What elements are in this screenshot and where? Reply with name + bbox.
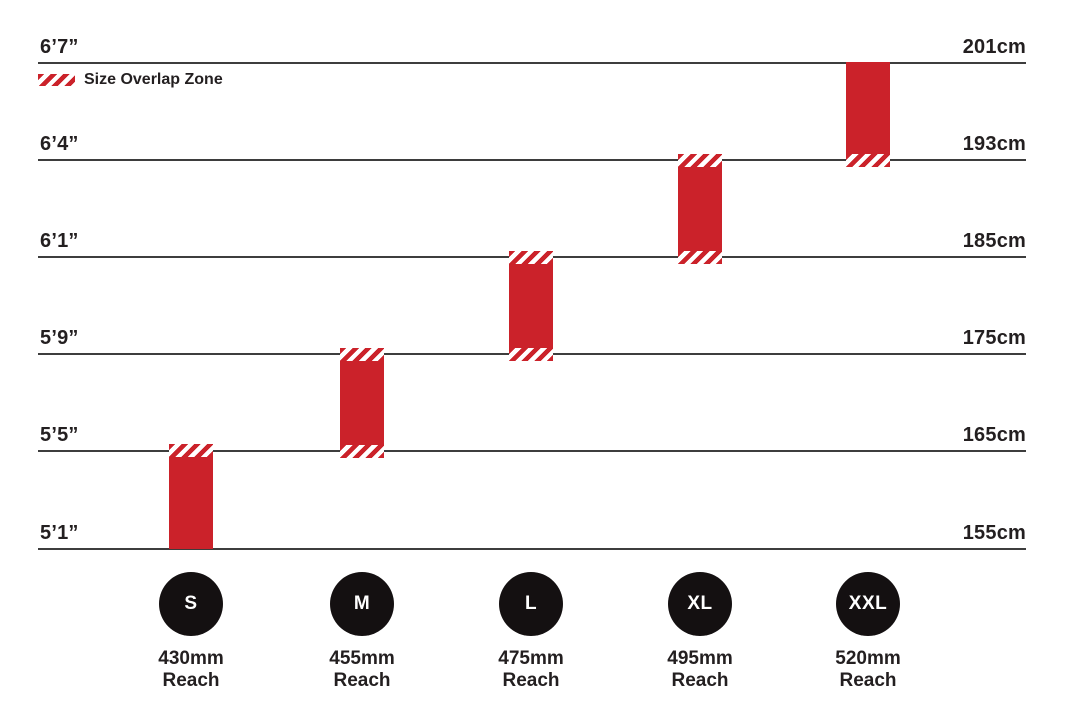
overlap-zone-bottom <box>340 445 384 458</box>
size-range-solid <box>678 167 722 251</box>
reach-word: Reach <box>502 669 560 691</box>
gridline-165cm <box>38 450 1026 452</box>
legend-label: Size Overlap Zone <box>84 71 223 88</box>
reach-label: 495mm Reach <box>640 648 760 692</box>
reach-label: 455mm Reach <box>302 648 422 692</box>
overlap-zone-bottom <box>678 251 722 264</box>
tick-label-imperial: 6’1” <box>40 230 79 252</box>
bar-size-m <box>340 348 384 458</box>
size-column-m: M 455mm Reach <box>302 572 422 692</box>
bar-size-xxl <box>846 62 890 167</box>
size-badge: M <box>330 572 394 636</box>
overlap-hatch-swatch-icon <box>38 74 75 86</box>
tick-label-metric: 165cm <box>962 424 1026 446</box>
tick-label-imperial: 5’9” <box>40 327 79 349</box>
reach-label: 475mm Reach <box>471 648 591 692</box>
size-range-solid <box>846 62 890 154</box>
reach-value: 520mm <box>835 648 901 669</box>
reach-word: Reach <box>839 669 897 691</box>
size-column-xl: XL 495mm Reach <box>640 572 760 692</box>
overlap-zone-bottom <box>846 154 890 167</box>
reach-label: 520mm Reach <box>808 648 928 692</box>
reach-value: 455mm <box>329 648 395 669</box>
reach-word: Reach <box>671 669 729 691</box>
tick-label-imperial: 6’4” <box>40 133 79 155</box>
reach-value: 475mm <box>498 648 564 669</box>
size-column-s: S 430mm Reach <box>131 572 251 692</box>
bar-size-l <box>509 251 553 361</box>
reach-value: 430mm <box>158 648 224 669</box>
tick-label-metric: 201cm <box>962 36 1026 58</box>
size-range-solid <box>169 457 213 549</box>
legend: Size Overlap Zone <box>38 71 223 89</box>
tick-label-imperial: 5’1” <box>40 522 79 544</box>
size-badge: XL <box>668 572 732 636</box>
reach-label: 430mm Reach <box>131 648 251 692</box>
gridline-201cm <box>38 62 1026 64</box>
tick-label-metric: 185cm <box>962 230 1026 252</box>
overlap-zone-top <box>340 348 384 361</box>
tick-label-metric: 155cm <box>962 522 1026 544</box>
overlap-zone-top <box>678 154 722 167</box>
bar-size-xl <box>678 154 722 264</box>
size-badge: XXL <box>836 572 900 636</box>
tick-label-imperial: 5’5” <box>40 424 79 446</box>
size-range-solid <box>340 361 384 445</box>
gridline-193cm <box>38 159 1026 161</box>
overlap-zone-top <box>169 444 213 457</box>
size-badge: L <box>499 572 563 636</box>
tick-label-imperial: 6’7” <box>40 36 79 58</box>
bar-size-s <box>169 444 213 549</box>
tick-label-metric: 193cm <box>962 133 1026 155</box>
gridline-155cm <box>38 548 1026 550</box>
size-column-l: L 475mm Reach <box>471 572 591 692</box>
tick-label-metric: 175cm <box>962 327 1026 349</box>
size-column-xxl: XXL 520mm Reach <box>808 572 928 692</box>
overlap-zone-bottom <box>509 348 553 361</box>
overlap-zone-top <box>509 251 553 264</box>
reach-word: Reach <box>333 669 391 691</box>
reach-word: Reach <box>162 669 220 691</box>
size-badge: S <box>159 572 223 636</box>
size-range-solid <box>509 264 553 348</box>
reach-value: 495mm <box>667 648 733 669</box>
